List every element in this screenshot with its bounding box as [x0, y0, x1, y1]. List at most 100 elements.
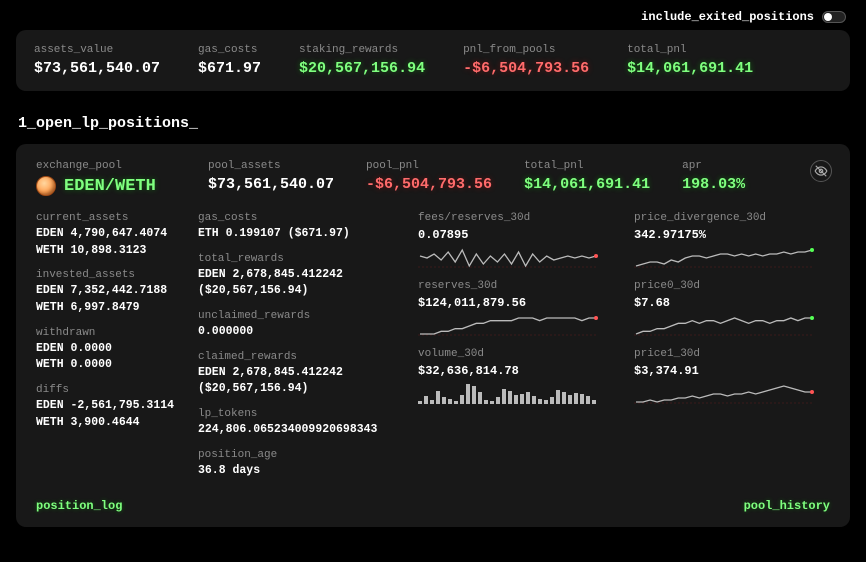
block-line: EDEN 2,678,845.412242	[198, 267, 398, 284]
block-line: WETH 10,898.3123	[36, 243, 178, 260]
chart-value: $124,011,879.56	[418, 296, 614, 310]
pool-header-pnl: pool_pnl -$6,504,793.56	[366, 160, 492, 196]
stat-label: assets_value	[34, 44, 160, 56]
block-label: current_assets	[36, 212, 178, 224]
pool-body: current_assets EDEN 4,790,647.4074 WETH …	[36, 212, 830, 489]
block-line: WETH 3,900.4644	[36, 415, 178, 432]
col-left: current_assets EDEN 4,790,647.4074 WETH …	[36, 212, 178, 489]
block-diffs: diffs EDEN -2,561,795.3114 WETH 3,900.46…	[36, 384, 178, 431]
bar-sparkline	[418, 382, 598, 404]
stat-value: 198.03%	[682, 176, 745, 193]
block-claimed-rewards: claimed_rewards EDEN 2,678,845.412242 ($…	[198, 351, 398, 398]
pool-header-exchange: exchange_pool EDEN/WETH	[36, 160, 176, 196]
block-label: unclaimed_rewards	[198, 310, 398, 322]
stat-value: $20,567,156.94	[299, 60, 425, 77]
block-value: ETH 0.199107 ($671.97)	[198, 226, 398, 243]
block-line: WETH 0.0000	[36, 357, 178, 374]
block-withdrawn: withdrawn EDEN 0.0000 WETH 0.0000	[36, 327, 178, 374]
chart-label: price0_30d	[634, 280, 830, 292]
sparkline	[418, 246, 598, 268]
block-label: position_age	[198, 449, 398, 461]
block-invested-assets: invested_assets EDEN 7,352,442.7188 WETH…	[36, 269, 178, 316]
stat-label: staking_rewards	[299, 44, 425, 56]
sparkline	[418, 314, 598, 336]
stat-total-pnl: total_pnl $14,061,691.41	[627, 44, 753, 77]
stat-label: exchange_pool	[36, 160, 176, 172]
chart-value: 342.97175%	[634, 228, 830, 242]
pair-text: EDEN/WETH	[64, 177, 156, 196]
stat-label: pool_assets	[208, 160, 334, 172]
block-line: EDEN -2,561,795.3114	[36, 398, 178, 415]
chart-value: $32,636,814.78	[418, 364, 614, 378]
hide-position-button[interactable]	[810, 160, 832, 182]
stat-gas-costs: gas_costs $671.97	[198, 44, 261, 77]
block-line: EDEN 7,352,442.7188	[36, 283, 178, 300]
pool-header-assets: pool_assets $73,561,540.07	[208, 160, 334, 196]
block-label: total_rewards	[198, 253, 398, 265]
toggle-row: include_exited_positions	[16, 8, 850, 30]
chart-value: $3,374.91	[634, 364, 830, 378]
col-mid: gas_costs ETH 0.199107 ($671.97) total_r…	[198, 212, 398, 489]
chart-label: fees/reserves_30d	[418, 212, 614, 224]
pool-header-apr: apr 198.03%	[682, 160, 745, 196]
sparkline	[634, 314, 814, 336]
col-charts-a: fees/reserves_30d 0.07895 reserves_30d $…	[418, 212, 614, 489]
block-position-age: position_age 36.8 days	[198, 449, 398, 480]
stat-label: pnl_from_pools	[463, 44, 589, 56]
chart-volume-30d: volume_30d $32,636,814.78	[418, 348, 614, 404]
block-label: invested_assets	[36, 269, 178, 281]
pool-header-total-pnl: total_pnl $14,061,691.41	[524, 160, 650, 196]
chart-value: 0.07895	[418, 228, 614, 242]
stat-value: $14,061,691.41	[524, 176, 650, 193]
chart-price-divergence-30d: price_divergence_30d 342.97175%	[634, 212, 830, 268]
pool-panel: exchange_pool EDEN/WETH pool_assets $73,…	[16, 144, 850, 527]
chart-label: price_divergence_30d	[634, 212, 830, 224]
pair-badge-icon	[36, 176, 56, 196]
stat-label: total_pnl	[524, 160, 650, 172]
block-lp-tokens: lp_tokens 224,806.065234009920698343	[198, 408, 398, 439]
stat-label: pool_pnl	[366, 160, 492, 172]
pool-header: exchange_pool EDEN/WETH pool_assets $73,…	[36, 160, 830, 196]
block-label: lp_tokens	[198, 408, 398, 420]
chart-reserves-30d: reserves_30d $124,011,879.56	[418, 280, 614, 336]
stat-value: -$6,504,793.56	[366, 176, 492, 193]
eye-off-icon	[814, 164, 828, 178]
chart-label: price1_30d	[634, 348, 830, 360]
block-line: ($20,567,156.94)	[198, 381, 398, 398]
block-line: EDEN 0.0000	[36, 341, 178, 358]
block-value: 0.000000	[198, 324, 398, 341]
block-label: withdrawn	[36, 327, 178, 339]
block-label: gas_costs	[198, 212, 398, 224]
col-charts-b: price_divergence_30d 342.97175% price0_3…	[634, 212, 830, 489]
block-line: ($20,567,156.94)	[198, 283, 398, 300]
stat-value: $73,561,540.07	[34, 60, 160, 77]
chart-value: $7.68	[634, 296, 830, 310]
stat-pnl-from-pools: pnl_from_pools -$6,504,793.56	[463, 44, 589, 77]
sparkline	[634, 382, 814, 404]
block-line: EDEN 4,790,647.4074	[36, 226, 178, 243]
top-stats-panel: assets_value $73,561,540.07 gas_costs $6…	[16, 30, 850, 91]
stat-staking-rewards: staking_rewards $20,567,156.94	[299, 44, 425, 77]
stat-value: -$6,504,793.56	[463, 60, 589, 77]
stat-label: gas_costs	[198, 44, 261, 56]
chart-fees-reserves-30d: fees/reserves_30d 0.07895	[418, 212, 614, 268]
stat-assets-value: assets_value $73,561,540.07	[34, 44, 160, 77]
section-title: 1_open_lp_positions_	[18, 115, 850, 132]
pool-footer: position_log pool_history	[36, 499, 830, 513]
include-exited-toggle[interactable]	[822, 11, 846, 23]
block-unclaimed-rewards: unclaimed_rewards 0.000000	[198, 310, 398, 341]
toggle-label: include_exited_positions	[641, 10, 814, 24]
chart-price1-30d: price1_30d $3,374.91	[634, 348, 830, 404]
position-log-link[interactable]: position_log	[36, 499, 122, 513]
pool-history-link[interactable]: pool_history	[744, 499, 830, 513]
block-label: claimed_rewards	[198, 351, 398, 363]
chart-label: volume_30d	[418, 348, 614, 360]
pool-pair[interactable]: EDEN/WETH	[36, 176, 176, 196]
chart-label: reserves_30d	[418, 280, 614, 292]
block-line: EDEN 2,678,845.412242	[198, 365, 398, 382]
block-current-assets: current_assets EDEN 4,790,647.4074 WETH …	[36, 212, 178, 259]
stat-label: total_pnl	[627, 44, 753, 56]
stat-value: $671.97	[198, 60, 261, 77]
stat-label: apr	[682, 160, 745, 172]
block-line: WETH 6,997.8479	[36, 300, 178, 317]
